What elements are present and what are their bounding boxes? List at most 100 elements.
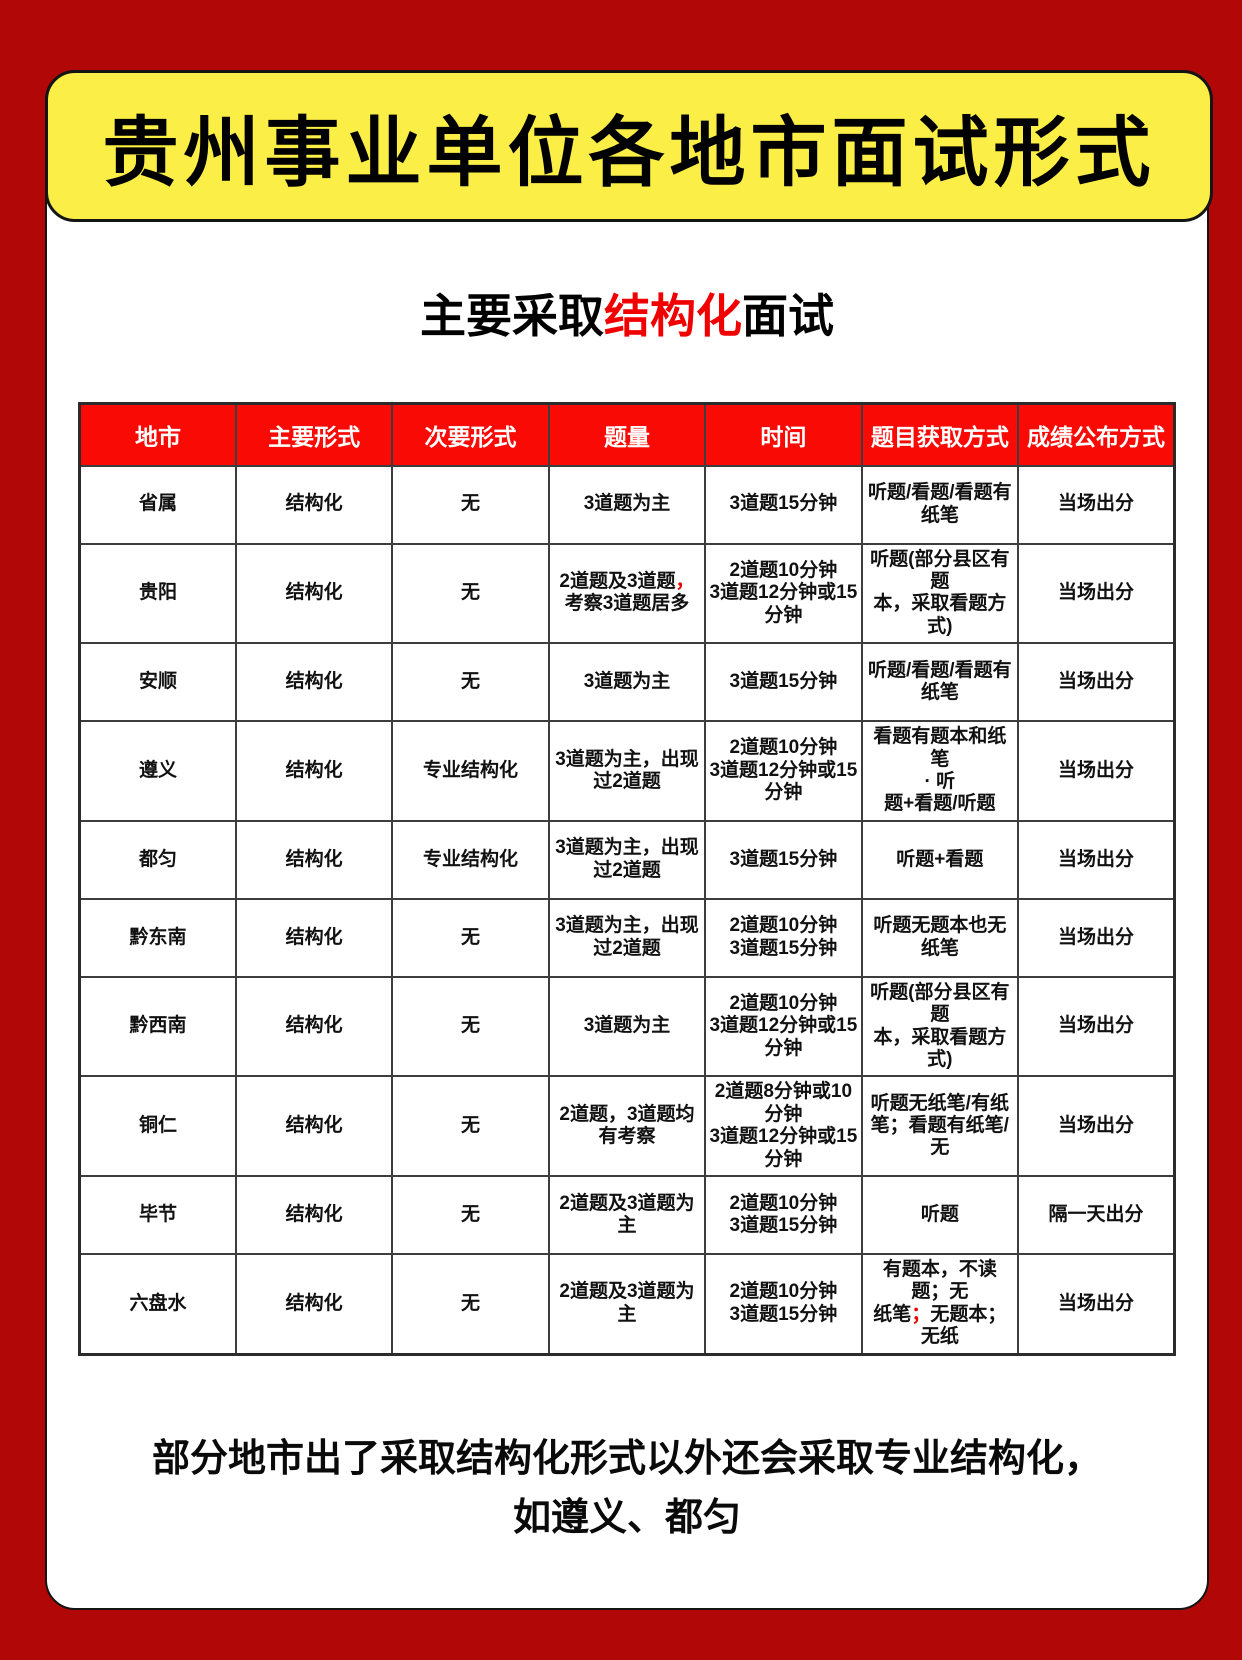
table-head: 地市 主要形式 次要形式 题量 时间 题目获取方式 成绩公布方式 — [78, 402, 1176, 467]
cell-time: 2道题8分钟或10分钟 3道题12分钟或15分钟 — [704, 1075, 863, 1177]
cell-time: 2道题10分钟 3道题12分钟或15分钟 — [704, 542, 863, 645]
cell-city: 贵阳 — [78, 542, 237, 645]
cell-city: 安顺 — [78, 642, 237, 723]
header-result-method: 成绩公布方式 — [1017, 402, 1176, 467]
cell-result-method: 隔一天出分 — [1017, 1175, 1176, 1255]
cell-secondary-form: 无 — [391, 1252, 550, 1356]
cell-acquire-method: 听题(部分县区有题 本，采取看题方式) — [860, 542, 1020, 645]
content-panel: 贵州事业单位各地市面试形式 主要采取结构化面试 地市 主要形式 次要形式 题量 … — [45, 70, 1213, 1610]
cell-city: 黔东南 — [78, 897, 237, 978]
cell-result-method: 当场出分 — [1017, 1075, 1176, 1177]
cell-time: 2道题10分钟 3道题12分钟或15分钟 — [704, 975, 863, 1078]
cell-result-method: 当场出分 — [1017, 1252, 1176, 1356]
table-row: 六盘水 结构化 无 2道题及3道题为主 2道题10分钟 3道题15分钟 有题本，… — [78, 1252, 1176, 1356]
table-row: 安顺 结构化 无 3道题为主 3道题15分钟 听题/看题/看题有纸笔 当场出分 — [78, 642, 1176, 723]
cell-result-method: 当场出分 — [1017, 542, 1176, 645]
cell-acquire-method: 听题+看题 — [860, 819, 1020, 900]
cell-main-form: 结构化 — [234, 642, 394, 723]
table-row: 省属 结构化 无 3道题为主 3道题15分钟 听题/看题/看题有纸笔 当场出分 — [78, 464, 1176, 545]
cell-acquire-method: 看题有题本和纸笔 · 听 题+看题/听题 — [860, 720, 1020, 822]
cell-acquire-method: 听题无纸笔/有纸笔；看题有纸笔/无 — [860, 1075, 1020, 1177]
cell-quantity: 3道题为主 — [547, 464, 707, 545]
cell-result-method: 当场出分 — [1017, 642, 1176, 723]
cell-acquire-method: 听题无题本也无纸笔 — [860, 897, 1020, 978]
cell-city: 六盘水 — [78, 1252, 237, 1356]
table-row: 毕节 结构化 无 2道题及3道题为主 2道题10分钟 3道题15分钟 听题 隔一… — [78, 1175, 1176, 1255]
cell-city: 黔西南 — [78, 975, 237, 1078]
header-secondary-form: 次要形式 — [391, 402, 550, 467]
cell-quantity: 3道题为主 — [547, 975, 707, 1078]
interview-table: 地市 主要形式 次要形式 题量 时间 题目获取方式 成绩公布方式 省属 结构化 … — [78, 402, 1176, 1356]
cell-city: 省属 — [78, 464, 237, 545]
subtitle: 主要采取结构化面试 — [47, 280, 1207, 346]
subtitle-highlight: 结构化 — [604, 290, 742, 342]
cell-main-form: 结构化 — [234, 819, 394, 900]
header-main-form: 主要形式 — [234, 402, 394, 467]
cell-city: 毕节 — [78, 1175, 237, 1255]
header-city: 地市 — [78, 402, 237, 467]
footer-note: 部分地市出了采取结构化形式以外还会采取专业结构化， 如遵义、都匀 — [47, 1430, 1207, 1548]
cell-time: 2道题10分钟 3道题12分钟或15分钟 — [704, 720, 863, 822]
cell-acquire-method: 听题(部分县区有题 本，采取看题方式) — [860, 975, 1020, 1078]
subtitle-pre: 主要采取 — [420, 290, 604, 342]
footer-line-2: 如遵义、都匀 — [512, 1496, 741, 1539]
cell-result-method: 当场出分 — [1017, 975, 1176, 1078]
cell-quantity: 2道题及3道题为主 — [547, 1252, 707, 1356]
cell-secondary-form: 无 — [391, 1175, 550, 1255]
cell-quantity: 2道题及3道题，考察3道题居多 — [547, 542, 707, 645]
cell-result-method: 当场出分 — [1017, 464, 1176, 545]
table-row: 遵义 结构化 专业结构化 3道题为主，出现过2道题 2道题10分钟 3道题12分… — [78, 720, 1176, 822]
cell-quantity: 3道题为主 — [547, 642, 707, 723]
cell-secondary-form: 无 — [391, 897, 550, 978]
cell-city: 铜仁 — [78, 1075, 237, 1177]
cell-quantity: 3道题为主，出现过2道题 — [547, 819, 707, 900]
cell-city: 遵义 — [78, 720, 237, 822]
cell-time: 2道题10分钟 3道题15分钟 — [704, 1252, 863, 1356]
cell-quantity: 2道题，3道题均有考察 — [547, 1075, 707, 1177]
cell-city: 都匀 — [78, 819, 237, 900]
cell-result-method: 当场出分 — [1017, 819, 1176, 900]
cell-main-form: 结构化 — [234, 542, 394, 645]
cell-acquire-method: 有题本，不读题；无 纸笔；无题本；无纸 — [860, 1252, 1020, 1356]
title-banner: 贵州事业单位各地市面试形式 — [45, 70, 1213, 222]
cell-main-form: 结构化 — [234, 464, 394, 545]
cell-result-method: 当场出分 — [1017, 720, 1176, 822]
table-row: 贵阳 结构化 无 2道题及3道题，考察3道题居多 2道题10分钟 3道题12分钟… — [78, 542, 1176, 645]
cell-main-form: 结构化 — [234, 897, 394, 978]
table-row: 铜仁 结构化 无 2道题，3道题均有考察 2道题8分钟或10分钟 3道题12分钟… — [78, 1075, 1176, 1177]
cell-time: 3道题15分钟 — [704, 819, 863, 900]
cell-acquire-method: 听题/看题/看题有纸笔 — [860, 642, 1020, 723]
cell-secondary-form: 无 — [391, 975, 550, 1078]
cell-acquire-method: 听题/看题/看题有纸笔 — [860, 464, 1020, 545]
cell-time: 2道题10分钟 3道题15分钟 — [704, 897, 863, 978]
table-row: 都匀 结构化 专业结构化 3道题为主，出现过2道题 3道题15分钟 听题+看题 … — [78, 819, 1176, 900]
cell-quantity: 3道题为主，出现过2道题 — [547, 897, 707, 978]
cell-acquire-method: 听题 — [860, 1175, 1020, 1255]
cell-main-form: 结构化 — [234, 975, 394, 1078]
cell-result-method: 当场出分 — [1017, 897, 1176, 978]
cell-secondary-form: 无 — [391, 464, 550, 545]
page-title: 贵州事业单位各地市面试形式 — [102, 111, 1156, 196]
cell-main-form: 结构化 — [234, 1252, 394, 1356]
cell-main-form: 结构化 — [234, 720, 394, 822]
table-row: 黔西南 结构化 无 3道题为主 2道题10分钟 3道题12分钟或15分钟 听题(… — [78, 975, 1176, 1078]
subtitle-post: 面试 — [742, 290, 834, 342]
header-acquire-method: 题目获取方式 — [860, 402, 1020, 467]
header-time: 时间 — [704, 402, 863, 467]
cell-secondary-form: 专业结构化 — [391, 819, 550, 900]
footer-line-1: 部分地市出了采取结构化形式以外还会采取专业结构化， — [151, 1437, 1102, 1480]
cell-main-form: 结构化 — [234, 1175, 394, 1255]
cell-secondary-form: 专业结构化 — [391, 720, 550, 822]
cell-time: 3道题15分钟 — [704, 642, 863, 723]
cell-secondary-form: 无 — [391, 642, 550, 723]
cell-secondary-form: 无 — [391, 1075, 550, 1177]
header-quantity: 题量 — [547, 402, 707, 467]
table-header-row: 地市 主要形式 次要形式 题量 时间 题目获取方式 成绩公布方式 — [78, 402, 1176, 467]
cell-quantity: 2道题及3道题为主 — [547, 1175, 707, 1255]
cell-quantity: 3道题为主，出现过2道题 — [547, 720, 707, 822]
cell-secondary-form: 无 — [391, 542, 550, 645]
cell-main-form: 结构化 — [234, 1075, 394, 1177]
cell-time: 3道题15分钟 — [704, 464, 863, 545]
table-row: 黔东南 结构化 无 3道题为主，出现过2道题 2道题10分钟 3道题15分钟 听… — [78, 897, 1176, 978]
cell-time: 2道题10分钟 3道题15分钟 — [704, 1175, 863, 1255]
